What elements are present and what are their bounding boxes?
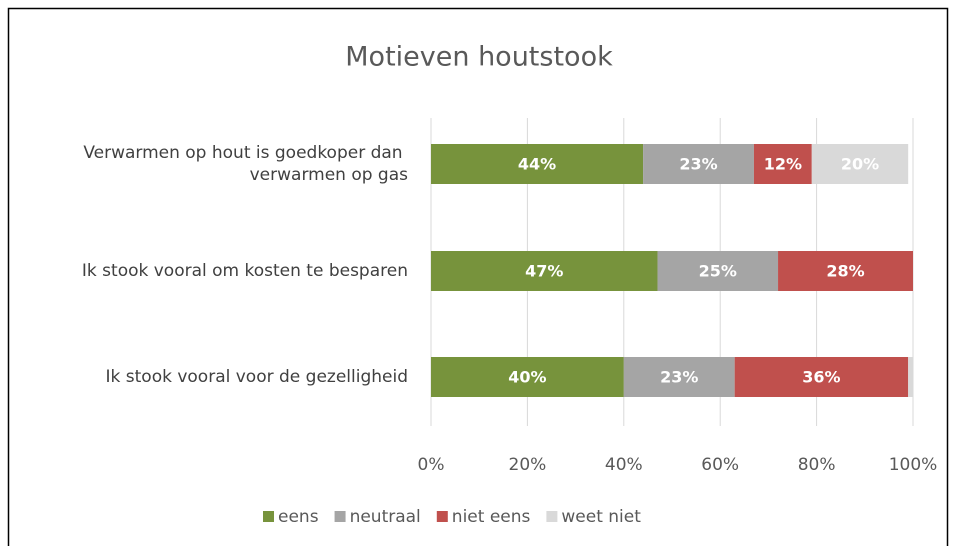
bar-segment <box>734 357 909 397</box>
bar-segment <box>431 251 658 291</box>
bar-segment <box>908 357 913 397</box>
x-tick-label: 100% <box>889 455 938 475</box>
data-label: 44% <box>518 155 556 174</box>
x-tick-label: 80% <box>798 455 836 475</box>
bar-segment <box>778 251 913 291</box>
bar-segment <box>811 144 909 184</box>
y-tick-label: Ik stook vooral voor de gezelligheid <box>106 367 408 387</box>
legend-swatch <box>436 511 448 522</box>
data-label: 23% <box>679 155 717 174</box>
x-tick-label: 0% <box>418 455 445 475</box>
data-label: 28% <box>826 262 864 281</box>
data-label: 47% <box>525 262 563 281</box>
bar-segment <box>753 144 812 184</box>
bar-segment <box>643 144 754 184</box>
bar-segment <box>657 251 779 291</box>
legend-label: niet eens <box>452 507 531 527</box>
data-label: 40% <box>508 368 546 387</box>
legend-label: eens <box>278 507 319 527</box>
legend-swatch <box>263 511 274 522</box>
bar-segment <box>431 144 644 184</box>
bar-segment <box>431 357 624 397</box>
x-tick-label: 40% <box>605 455 643 475</box>
data-label: 20% <box>841 155 879 174</box>
chart-title: Motieven houtstook <box>345 42 613 73</box>
legend-swatch <box>546 511 558 522</box>
legend-swatch <box>334 511 346 522</box>
x-tick-label: 60% <box>701 455 739 475</box>
y-tick-label: Ik stook vooral om kosten te besparen <box>82 261 408 281</box>
legend-label: weet niet <box>561 507 641 527</box>
data-label: 23% <box>660 368 698 387</box>
data-label: 25% <box>699 262 737 281</box>
data-label: 36% <box>802 368 840 387</box>
y-tick-label: Verwarmen op hout is goedkoper dan verwa… <box>83 143 408 185</box>
bar-segment <box>623 357 735 397</box>
x-tick-label: 20% <box>509 455 547 475</box>
data-label: 12% <box>764 155 802 174</box>
legend-label: neutraal <box>350 507 421 527</box>
